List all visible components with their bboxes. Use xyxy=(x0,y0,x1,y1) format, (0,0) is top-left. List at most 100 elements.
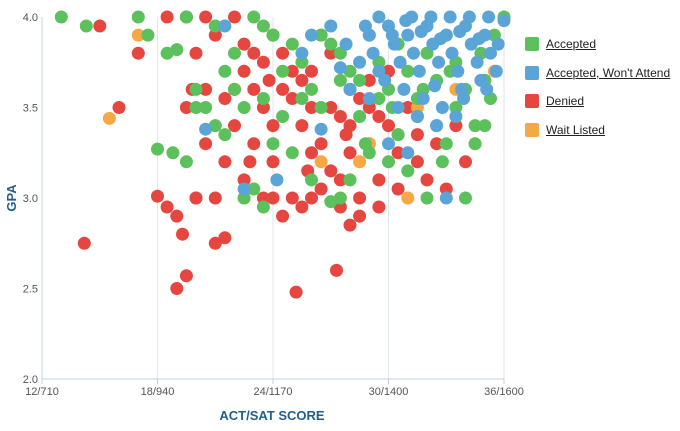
point-denied xyxy=(176,227,189,241)
point-accepted xyxy=(295,92,309,105)
y-axis-title: GPA xyxy=(4,184,19,212)
point-denied xyxy=(218,155,232,169)
point-accepted-won-t-attend xyxy=(497,14,511,28)
legend-item-accepted-wont-attend[interactable]: Accepted, Won't Attend xyxy=(525,59,670,88)
point-denied xyxy=(170,209,184,223)
point-accepted-won-t-attend xyxy=(382,137,395,151)
legend-item-wait-listed[interactable]: Wait Listed xyxy=(525,116,670,145)
point-accepted-won-t-attend xyxy=(489,64,503,78)
point-denied xyxy=(208,28,222,42)
legend-item-accepted[interactable]: Accepted xyxy=(525,30,670,59)
point-denied xyxy=(266,191,280,205)
point-denied xyxy=(439,182,453,196)
point-denied xyxy=(276,82,290,96)
point-accepted-won-t-attend xyxy=(333,61,347,75)
point-denied xyxy=(295,200,309,214)
point-denied xyxy=(314,182,328,196)
point-accepted-won-t-attend xyxy=(362,92,376,105)
point-denied xyxy=(151,189,164,203)
point-accepted-won-t-attend xyxy=(397,82,411,96)
point-accepted xyxy=(266,137,280,151)
point-denied xyxy=(218,231,232,245)
point-accepted xyxy=(141,28,155,42)
point-accepted-won-t-attend xyxy=(401,28,415,42)
point-denied xyxy=(372,200,386,214)
point-accepted-won-t-attend xyxy=(305,28,318,42)
point-denied xyxy=(266,155,280,169)
point-accepted xyxy=(324,37,338,51)
legend-item-denied[interactable]: Denied xyxy=(525,87,670,116)
legend-swatch-accepted-wont-attend xyxy=(525,65,539,80)
point-denied xyxy=(305,191,318,205)
point-accepted xyxy=(54,10,68,24)
point-accepted xyxy=(435,155,449,169)
point-denied xyxy=(179,269,193,283)
point-accepted xyxy=(179,155,193,169)
legend-swatch-accepted xyxy=(525,37,539,52)
legend-swatch-denied xyxy=(525,94,539,109)
point-accepted xyxy=(333,191,347,205)
point-accepted-won-t-attend xyxy=(472,32,486,46)
point-denied xyxy=(353,191,367,205)
y-tick-label: 3.0 xyxy=(23,193,38,205)
x-tick-label: 18/940 xyxy=(141,386,175,398)
point-denied xyxy=(276,46,290,60)
point-accepted-won-t-attend xyxy=(391,101,405,114)
point-denied xyxy=(324,101,338,114)
data-points xyxy=(54,10,511,299)
point-denied xyxy=(372,173,386,187)
point-wait-listed xyxy=(314,155,328,169)
point-accepted-won-t-attend xyxy=(399,14,413,28)
point-accepted-won-t-attend xyxy=(457,92,471,105)
point-accepted-won-t-attend xyxy=(385,28,399,42)
point-denied xyxy=(333,173,347,187)
point-denied xyxy=(112,101,126,114)
y-tick-label: 2.5 xyxy=(23,284,38,296)
point-accepted xyxy=(439,137,453,151)
legend-label-accepted-wont-attend: Accepted, Won't Attend xyxy=(546,65,671,80)
point-denied xyxy=(237,64,251,78)
point-accepted xyxy=(256,19,270,33)
point-denied xyxy=(343,218,357,232)
point-accepted-won-t-attend xyxy=(470,55,484,69)
point-denied xyxy=(262,73,276,87)
point-accepted-won-t-attend xyxy=(366,46,380,60)
point-accepted-won-t-attend xyxy=(480,82,494,96)
point-denied xyxy=(266,119,280,133)
point-denied xyxy=(339,128,353,142)
point-accepted-won-t-attend xyxy=(416,92,430,105)
point-accepted-won-t-attend xyxy=(443,10,457,24)
point-accepted xyxy=(228,82,241,96)
point-accepted xyxy=(276,64,290,78)
point-accepted xyxy=(478,119,492,133)
point-denied xyxy=(189,46,203,60)
point-denied xyxy=(218,92,232,105)
point-denied xyxy=(289,285,303,299)
point-denied xyxy=(391,182,405,196)
point-accepted-won-t-attend xyxy=(430,119,444,133)
point-accepted-won-t-attend xyxy=(295,46,309,60)
point-denied xyxy=(295,73,309,87)
point-wait-listed xyxy=(131,28,145,42)
point-denied xyxy=(285,92,299,105)
point-accepted xyxy=(295,55,309,69)
point-accepted xyxy=(131,10,145,24)
point-denied xyxy=(362,101,376,114)
point-accepted xyxy=(382,155,395,169)
point-denied xyxy=(247,46,261,60)
point-accepted xyxy=(459,191,472,205)
point-accepted xyxy=(468,137,482,151)
x-tick-label: 36/1600 xyxy=(484,386,524,398)
x-tick-label: 12/710 xyxy=(25,386,59,398)
point-denied xyxy=(382,119,395,133)
point-accepted-won-t-attend xyxy=(414,25,428,38)
point-accepted-won-t-attend xyxy=(199,122,213,136)
point-accepted-won-t-attend xyxy=(343,82,357,96)
point-denied xyxy=(401,101,415,114)
point-accepted xyxy=(256,200,270,214)
point-accepted xyxy=(285,37,299,51)
point-accepted xyxy=(314,101,328,114)
point-accepted xyxy=(343,173,357,187)
point-denied xyxy=(256,191,270,205)
point-wait-listed xyxy=(353,155,367,169)
